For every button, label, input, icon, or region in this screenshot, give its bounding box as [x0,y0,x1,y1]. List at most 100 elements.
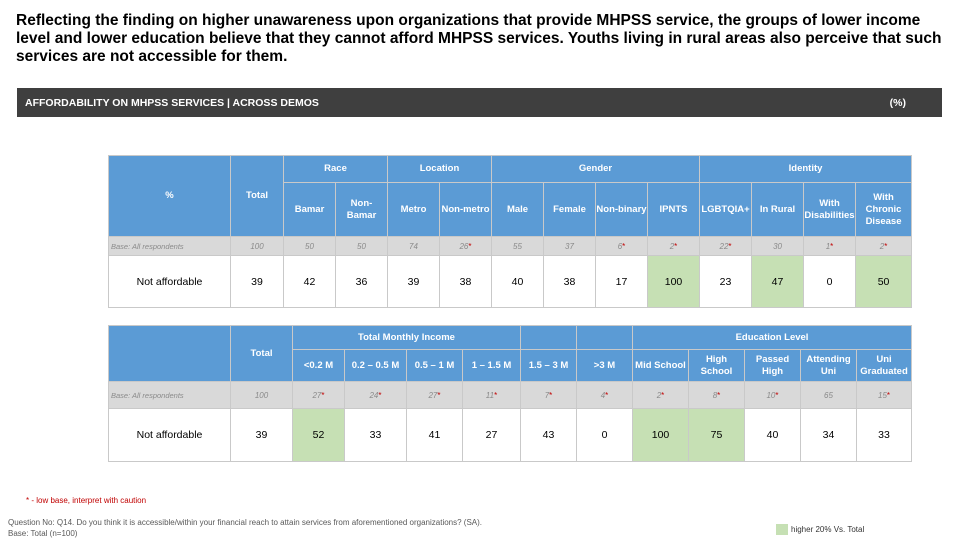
table-row: Not affordable 39 42 36 39 38 40 38 17 1… [108,255,913,308]
low-base-marker: * [622,241,626,251]
low-base-marker: * [775,390,779,400]
base-row: Base: All respondents 100 27* 24* 27* 11… [108,381,913,409]
column-header: In Rural [751,182,805,237]
low-base-note: * - low base, interpret with caution [26,496,147,505]
column-header: High School [688,349,745,382]
value-cell: 0 [803,255,857,308]
column-header: 1 – 1.5 M [462,349,521,382]
low-base-marker: * [728,241,732,251]
value-cell: 36 [335,255,388,308]
value-cell: 39 [387,255,440,308]
affordability-table-income-education: Total Total Monthly Income Education Lev… [108,325,913,462]
group-header: Education Level [631,325,913,350]
low-base-marker: * [549,390,553,400]
group-header: Gender [490,155,701,183]
base-cell: 8* [688,381,745,409]
column-header: Non-metro [439,182,492,237]
corner-cell: % [108,155,231,237]
value-cell: 17 [595,255,648,308]
base-cell: 27* [406,381,463,409]
value-cell: 0 [576,408,633,462]
column-header: Non-Bamar [335,182,388,237]
base-cell: 11* [462,381,521,409]
base-cell: 30 [751,236,805,256]
value-cell: 40 [744,408,801,462]
low-base-marker: * [661,390,665,400]
base-cell: 7* [520,381,577,409]
column-header: <0.2 M [292,349,345,382]
base-cell: 1* [803,236,857,256]
value-cell: 39 [230,255,284,308]
column-header: With Disabilities [803,182,857,237]
base-cell: 2* [632,381,689,409]
value-cell: 42 [283,255,336,308]
base-cell: 50 [335,236,388,256]
group-header-blank [520,325,577,350]
legend: higher 20% Vs. Total [776,524,864,535]
column-header: LGBTQIA+ [699,182,753,237]
base-cell: 6* [595,236,648,256]
column-header: >3 M [576,349,633,382]
low-base-marker: * [674,241,678,251]
group-header: Location [387,155,492,183]
value-cell: 41 [406,408,463,462]
group-header: Race [283,155,388,183]
column-header: 0.2 – 0.5 M [344,349,407,382]
table-row: Not affordable 39 52 33 41 27 43 0 100 7… [108,408,913,462]
low-base-marker: * [605,390,609,400]
low-base-marker: * [437,390,441,400]
column-header: Attending Uni [800,349,857,382]
legend-swatch [776,524,788,535]
column-header: 1.5 – 3 M [520,349,577,382]
affordability-table-demographics: % Total Race Location Gender Identity Ba… [108,155,913,308]
column-header: Non-binary [595,182,648,237]
column-header: 0.5 – 1 M [406,349,463,382]
column-header: Female [543,182,596,237]
base-cell: 65 [800,381,857,409]
base-cell: 10* [744,381,801,409]
base-cell: 55 [491,236,544,256]
column-header: IPNTS [646,182,701,237]
value-cell-highlighted: 50 [855,255,913,308]
base-cell: 100 [230,381,293,409]
base-cell: 100 [230,236,284,256]
base-cell: 37 [543,236,596,256]
base-row: Base: All respondents 100 50 50 74 26* 5… [108,236,913,256]
base-cell: 22* [699,236,753,256]
value-cell: 43 [520,408,577,462]
section-title: AFFORDABILITY ON MHPSS SERVICES | ACROSS… [25,96,319,109]
group-header: Identity [699,155,913,183]
base-cell: 27* [292,381,345,409]
base-cell: 4* [576,381,633,409]
group-header: Total Monthly Income [292,325,521,350]
low-base-marker: * [378,390,382,400]
base-label: Base: All respondents [108,236,231,256]
base-label: Base: All respondents [108,381,231,409]
value-cell: 39 [230,408,293,462]
value-cell: 33 [344,408,407,462]
group-header-blank [576,325,633,350]
base-cell: 26* [439,236,492,256]
low-base-marker: * [321,390,325,400]
corner-cell [108,325,231,382]
value-cell-highlighted: 47 [751,255,805,308]
low-base-marker: * [717,390,721,400]
value-cell: 27 [462,408,521,462]
value-cell: 23 [699,255,753,308]
base-cell: 24* [344,381,407,409]
column-header: Uni Graduated [855,349,913,382]
column-header: Metro [387,182,440,237]
row-label: Not affordable [108,408,231,462]
value-cell-highlighted: 100 [632,408,689,462]
low-base-marker: * [830,241,834,251]
column-header: With Chronic Disease [855,182,913,237]
headline: Reflecting the finding on higher unaware… [16,12,942,65]
low-base-marker: * [886,390,891,400]
column-header: Bamar [283,182,336,237]
question-note: Question No: Q14. Do you think it is acc… [8,517,482,539]
base-cell: 74 [387,236,440,256]
column-header: Mid School [632,349,689,382]
base-cell: 2* [855,236,913,256]
low-base-marker: * [468,241,472,251]
base-text: Base: Total (n=100) [8,529,78,538]
